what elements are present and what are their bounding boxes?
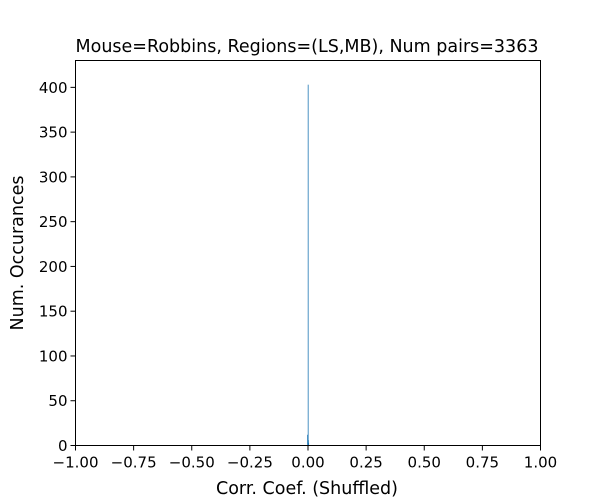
x-tick-label: −0.25 xyxy=(227,454,273,472)
bars-group xyxy=(307,84,310,446)
x-tick-label: −1.00 xyxy=(53,454,99,472)
x-tick-label: 0.00 xyxy=(291,454,324,472)
x-tick-label: 0.75 xyxy=(466,454,499,472)
x-tick-label: −0.75 xyxy=(111,454,157,472)
chart-title: Mouse=Robbins, Regions=(LS,MB), Num pair… xyxy=(76,37,539,57)
y-tick-label: 300 xyxy=(39,168,68,186)
y-tick-label: 150 xyxy=(39,303,68,321)
y-tick-label: 50 xyxy=(48,392,67,410)
y-tick-label: 250 xyxy=(39,213,68,231)
y-tick-label: 350 xyxy=(39,124,68,142)
histogram-bar xyxy=(308,442,310,446)
x-axis-label: Corr. Coef. (Shuffled) xyxy=(216,479,398,499)
x-tick-label: −0.50 xyxy=(169,454,215,472)
y-axis-ticks: 0 50 100 150 200 250 300 350 400 xyxy=(39,79,76,455)
y-axis-label: Num. Occurances xyxy=(8,176,28,331)
y-tick-label: 200 xyxy=(39,258,68,276)
x-tick-label: 1.00 xyxy=(524,454,557,472)
y-tick-label: 100 xyxy=(39,347,68,365)
histogram-bar xyxy=(307,84,309,446)
x-axis-ticks: −1.00 −0.75 −0.50 −0.25 0.00 0.25 0.50 0.75 1.00 xyxy=(53,445,557,472)
y-tick-label: 400 xyxy=(39,79,68,97)
x-tick-label: 0.50 xyxy=(408,454,441,472)
y-tick-label: 0 xyxy=(58,437,68,455)
x-tick-label: 0.25 xyxy=(349,454,382,472)
